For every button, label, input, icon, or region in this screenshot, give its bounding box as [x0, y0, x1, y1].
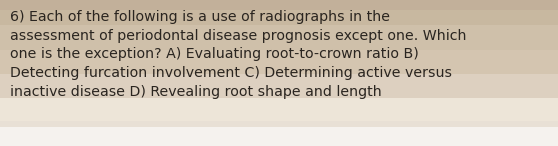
Bar [0, 0, 558, 10]
Bar [0, 74, 558, 98]
Bar [0, 10, 558, 25]
Bar [0, 121, 558, 127]
Bar [0, 50, 558, 74]
Text: 6) Each of the following is a use of radiographs in the
assessment of periodonta: 6) Each of the following is a use of rad… [10, 10, 466, 99]
Bar [0, 127, 558, 146]
Bar [0, 98, 558, 121]
Bar [0, 25, 558, 50]
